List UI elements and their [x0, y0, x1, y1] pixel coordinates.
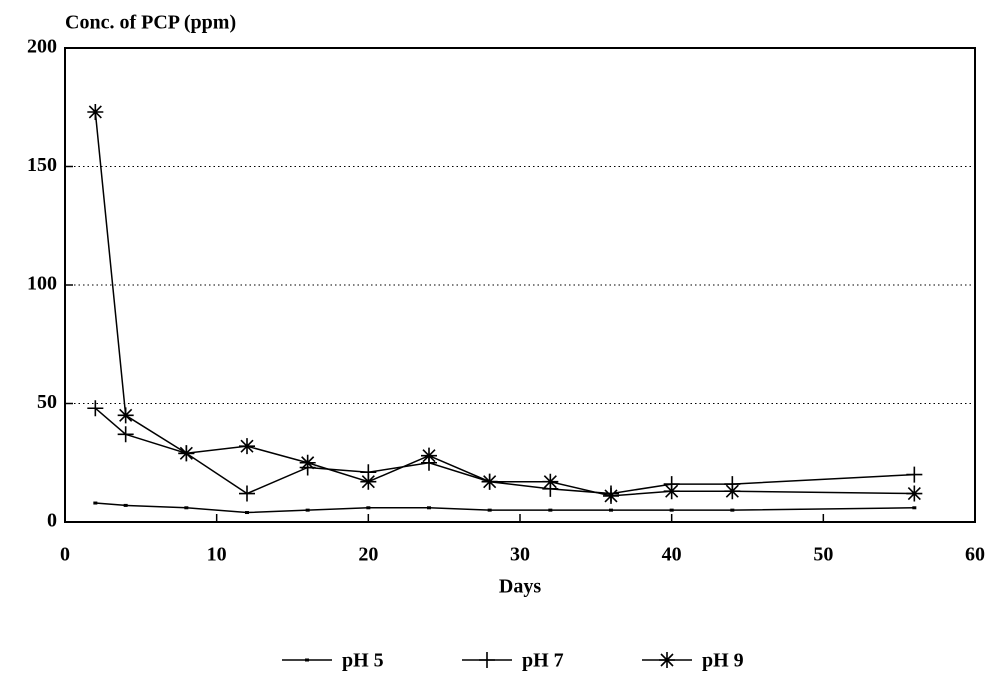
marker-shape — [87, 103, 104, 120]
chart-title: Conc. of PCP (ppm) — [65, 12, 236, 34]
marker — [178, 445, 195, 462]
marker-shape — [481, 473, 498, 490]
legend-item: pH 7 — [462, 650, 564, 672]
marker — [724, 483, 741, 500]
marker-shape — [542, 473, 559, 490]
x-tick-label: 40 — [662, 544, 682, 566]
marker-shape — [360, 473, 377, 490]
marker — [906, 485, 923, 502]
series-line — [95, 502, 915, 514]
plot-frame — [64, 47, 976, 523]
marker-shape — [117, 407, 134, 424]
marker — [603, 487, 619, 504]
x-tick-label: 50 — [813, 544, 833, 566]
marker — [239, 438, 255, 455]
marker-shape — [87, 400, 104, 417]
marker — [479, 652, 495, 668]
marker — [659, 652, 675, 668]
y-tick-label: 50 — [37, 391, 57, 413]
marker — [87, 103, 104, 120]
marker — [299, 454, 316, 471]
marker-shape — [906, 466, 923, 483]
marker-shape — [117, 426, 134, 443]
legend-label: pH 9 — [702, 650, 744, 672]
x-tick-label: 30 — [510, 544, 530, 566]
marker-shape — [421, 447, 437, 464]
x-tick-label: 0 — [60, 544, 70, 566]
marker — [117, 407, 134, 424]
marker-shape — [659, 652, 675, 668]
legend-item: pH 9 — [642, 650, 744, 672]
marker-shape — [603, 487, 619, 504]
x-tick-label: 60 — [965, 544, 985, 566]
marker-shape — [178, 445, 195, 462]
marker — [421, 447, 437, 464]
x-tick-label: 10 — [207, 544, 227, 566]
legend-label: pH 7 — [522, 650, 564, 672]
marker — [481, 473, 498, 490]
marker-shape — [479, 652, 495, 668]
marker — [117, 426, 134, 443]
x-axis-label: Days — [499, 576, 541, 598]
y-tick-label: 150 — [27, 154, 57, 176]
y-tick-label: 0 — [47, 510, 57, 532]
marker-shape — [724, 483, 741, 500]
legend-label: pH 5 — [342, 650, 384, 672]
marker — [239, 485, 255, 502]
marker-shape — [906, 485, 923, 502]
y-tick-label: 200 — [27, 36, 57, 58]
marker — [360, 473, 377, 490]
series-line — [94, 111, 915, 497]
series-line — [94, 407, 915, 495]
y-tick-label: 100 — [27, 273, 57, 295]
marker-shape — [663, 483, 680, 500]
marker-shape — [239, 485, 255, 502]
marker — [87, 400, 104, 417]
marker — [542, 473, 559, 490]
legend-item: pH 5 — [282, 650, 384, 672]
marker — [906, 466, 923, 483]
marker-shape — [299, 454, 316, 471]
marker — [663, 483, 680, 500]
marker-shape — [239, 438, 255, 455]
x-tick-label: 20 — [358, 544, 378, 566]
